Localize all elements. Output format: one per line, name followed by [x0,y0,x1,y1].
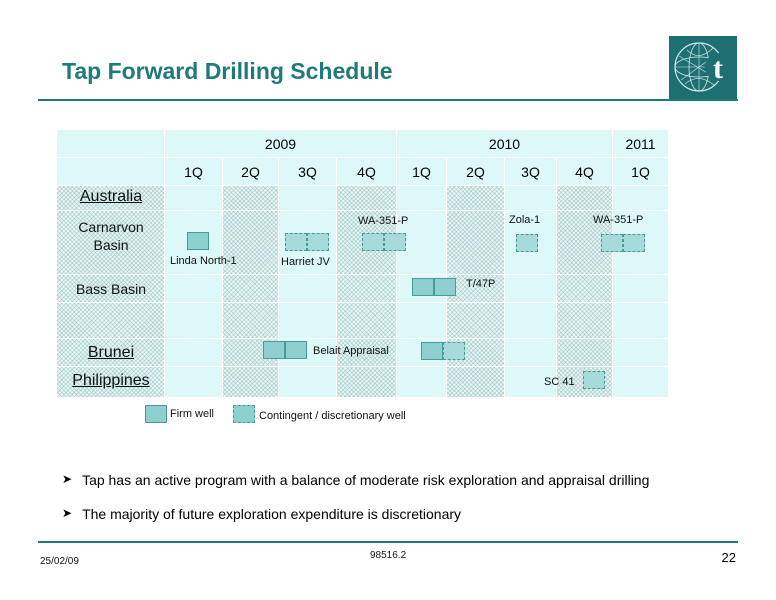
arrow-bullet-icon: ➤ [62,472,73,486]
contingent-well-wa351p [362,233,384,251]
row-separator [57,366,669,367]
column-2009-q2 [223,186,279,398]
quarter-header: 3Q [279,158,337,186]
contingent-well-wa351p [623,234,645,252]
row-label-carnarvon-line2: Basin [93,237,129,253]
bullet-text: The majority of future exploration expen… [82,506,462,522]
quarter-header: 1Q [397,158,447,186]
well-label-sc41: SC 41 [544,376,575,388]
contingent-well-harriet [285,233,307,251]
row-separator [57,274,669,275]
year-2010: 2010 [397,130,613,158]
footer-divider [38,541,738,543]
firm-well-belait [263,341,285,359]
firm-well-linda-north [187,232,209,250]
bullet-text: Tap has an active program with a balance… [82,472,650,488]
year-2009: 2009 [165,130,397,158]
legend-firm-label: Firm well [170,408,214,420]
quarter-header: 2Q [223,158,279,186]
quarter-header: 4Q [557,158,613,186]
quarter-header: 2Q [447,158,505,186]
schedule-grid: 2009 2010 2011 1Q 2Q 3Q 4Q 1Q 2Q 3Q 4Q 1… [57,130,669,398]
contingent-well-brunei [443,342,465,360]
row-label-brunei: Brunei [87,344,135,361]
row-label-carnarvon: Carnarvon Basin [57,218,165,254]
contingent-well-harriet [307,233,329,251]
column-2010-q3 [505,186,557,398]
logo-globe-icon: t [674,42,733,92]
well-label-harriet: Harriet JV [281,256,330,268]
svg-text:t: t [713,52,723,85]
well-label-belait: Belait Appraisal [313,345,389,357]
firm-well-t47p [434,278,456,296]
contingent-well-wa351p [601,234,623,252]
well-label-linda-north: Linda North-1 [170,255,237,267]
well-label-wa351p-a: WA-351-P [358,215,409,227]
quarter-header: 1Q [165,158,223,186]
footer-code: 98516.2 [370,550,407,561]
row-label-philippines: Philippines [72,372,150,389]
company-logo: t [669,36,737,99]
legend-firm-swatch [145,405,167,423]
arrow-bullet-icon: ➤ [62,506,73,520]
legend-contingent-swatch [233,405,255,423]
bullet-item: ➤ The majority of future exploration exp… [62,506,461,522]
footer-date: 25/02/09 [40,556,79,567]
row-separator [57,210,669,211]
page-number: 22 [721,550,736,565]
row-label-bass-basin: Bass Basin [75,281,147,297]
legend-contingent-label: Contingent / discretionary well [259,410,406,422]
firm-well-t47p [412,278,434,296]
title-divider [38,99,738,101]
column-2009-q4 [337,186,397,398]
firm-well-belait [285,341,307,359]
well-label-zola: Zola-1 [509,214,541,226]
row-label-australia: Australia [79,188,143,205]
row-label-carnarvon-line1: Carnarvon [78,219,144,235]
row-label-column [57,186,165,398]
column-2010-q4 [557,186,613,398]
column-2009-q1 [165,186,223,398]
contingent-well-zola [516,234,538,252]
quarter-header: 4Q [337,158,397,186]
column-2010-q2 [447,186,505,398]
corner-cell-2 [57,158,165,186]
year-2011: 2011 [613,130,669,158]
slide-title: Tap Forward Drilling Schedule [62,58,393,84]
row-separator [57,302,669,303]
contingent-well-wa351p [384,233,406,251]
column-2011-q1 [613,186,669,398]
column-2009-q3 [279,186,337,398]
well-label-t47p: T/47P [466,278,496,290]
well-label-wa351p-b: WA-351-P [593,214,644,226]
row-separator [57,338,669,339]
quarter-header: 1Q [613,158,669,186]
bullet-item: ➤ Tap has an active program with a balan… [62,472,649,488]
firm-well-brunei [421,342,443,360]
quarter-header: 3Q [505,158,557,186]
corner-cell [57,130,165,158]
contingent-well-sc41 [583,371,605,389]
